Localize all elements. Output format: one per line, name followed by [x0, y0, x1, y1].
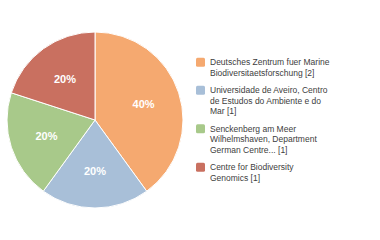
legend-swatch [196, 58, 205, 67]
data-label: 20% [84, 165, 106, 177]
legend-label: Deutsches Zentrum fuer MarineBiodiversit… [210, 57, 330, 78]
chart: 40% 20% 20% 20% Deutsches Zentrum fuer Marin… [0, 0, 380, 240]
legend-swatch [196, 86, 205, 95]
legend-swatch [196, 163, 205, 172]
legend: Deutsches Zentrum fuer MarineBiodiversit… [196, 57, 330, 183]
legend-item: Deutsches Zentrum fuer MarineBiodiversit… [196, 57, 330, 78]
data-label: 40% [133, 98, 155, 110]
pie [7, 32, 183, 208]
legend-item: Universidade de Aveiro, Centrode Estudos… [196, 85, 328, 116]
pie-slice [11, 32, 95, 120]
data-label: 20% [54, 73, 76, 85]
legend-label: Universidade de Aveiro, Centrode Estudos… [210, 85, 328, 116]
data-labels: 40% 20% 20% 20% [35, 73, 154, 177]
legend-item: Senckenberg am MeerWilhelmshaven, Depart… [196, 124, 317, 155]
legend-label: Centre for BiodiversityGenomics [1] [210, 162, 294, 183]
legend-label: Senckenberg am MeerWilhelmshaven, Depart… [210, 124, 317, 155]
legend-swatch [196, 124, 205, 133]
data-label: 20% [35, 130, 57, 142]
legend-item: Centre for BiodiversityGenomics [1] [196, 162, 294, 183]
